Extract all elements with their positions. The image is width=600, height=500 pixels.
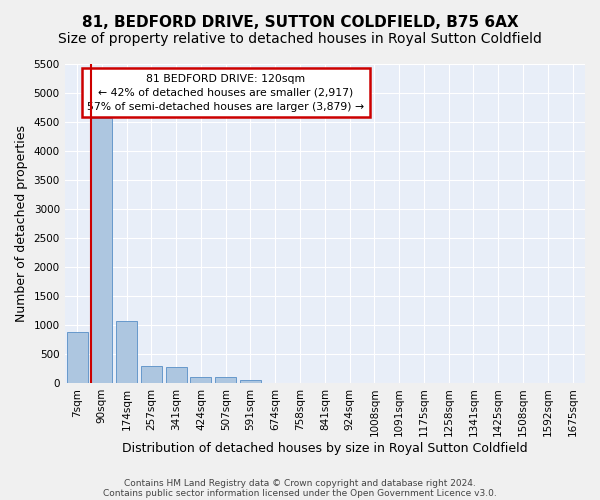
Text: 81, BEDFORD DRIVE, SUTTON COLDFIELD, B75 6AX: 81, BEDFORD DRIVE, SUTTON COLDFIELD, B75… bbox=[82, 15, 518, 30]
Bar bbox=[166, 366, 187, 383]
Bar bbox=[116, 322, 137, 383]
Bar bbox=[141, 366, 162, 383]
Text: Contains public sector information licensed under the Open Government Licence v3: Contains public sector information licen… bbox=[103, 488, 497, 498]
Text: Size of property relative to detached houses in Royal Sutton Coldfield: Size of property relative to detached ho… bbox=[58, 32, 542, 46]
Bar bbox=[91, 118, 112, 383]
Bar bbox=[67, 332, 88, 383]
X-axis label: Distribution of detached houses by size in Royal Sutton Coldfield: Distribution of detached houses by size … bbox=[122, 442, 527, 455]
Bar bbox=[215, 378, 236, 383]
Bar bbox=[190, 377, 211, 383]
Text: 81 BEDFORD DRIVE: 120sqm
← 42% of detached houses are smaller (2,917)
57% of sem: 81 BEDFORD DRIVE: 120sqm ← 42% of detach… bbox=[88, 74, 365, 112]
Bar bbox=[240, 380, 261, 383]
Text: Contains HM Land Registry data © Crown copyright and database right 2024.: Contains HM Land Registry data © Crown c… bbox=[124, 478, 476, 488]
Y-axis label: Number of detached properties: Number of detached properties bbox=[15, 125, 28, 322]
